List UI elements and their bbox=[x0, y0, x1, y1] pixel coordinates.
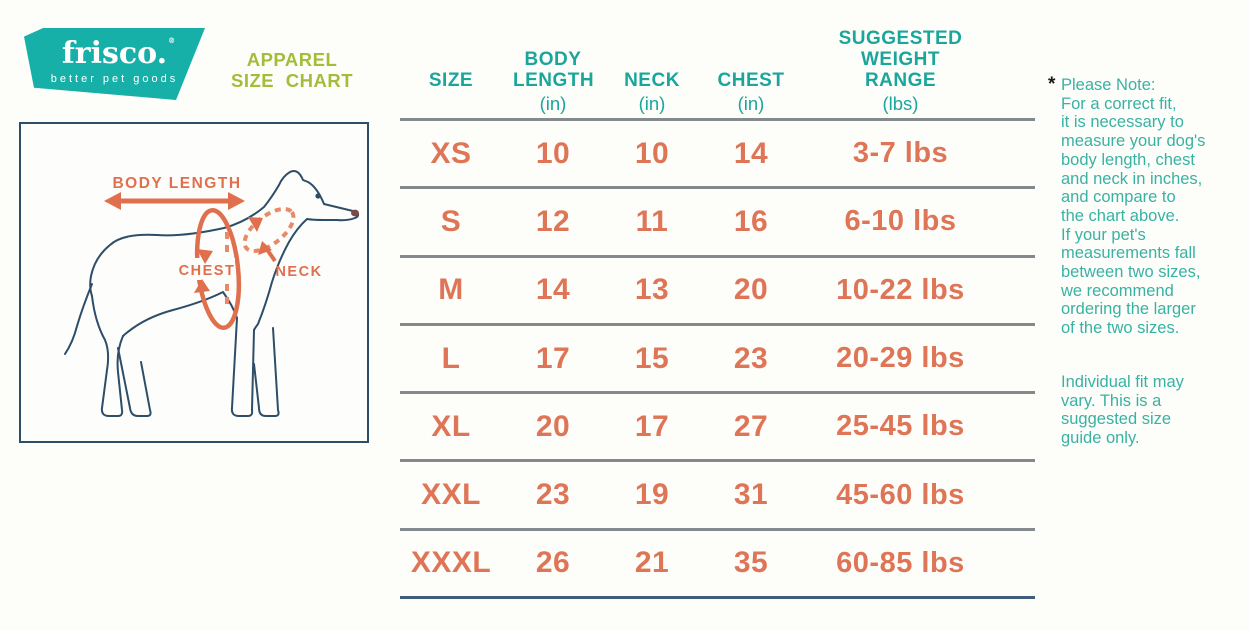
table-header-row: SIZE BODY LENGTH (in) NECK (in) CHEST (i… bbox=[400, 28, 1035, 118]
chest-cell: 16 bbox=[733, 204, 769, 238]
page-title-line1: APPAREL bbox=[246, 49, 338, 70]
table-row-xs: XS 10 10 14 3-7 lbs bbox=[400, 118, 1035, 186]
table-row-s: S 12 11 16 6-10 lbs bbox=[400, 186, 1035, 254]
chest-cell: 20 bbox=[733, 273, 769, 307]
page-title: APPAREL SIZE CHART bbox=[218, 49, 366, 92]
column-header-unit: (in) bbox=[737, 93, 765, 114]
column-header-unit: (in) bbox=[539, 93, 567, 114]
page-title-line2: SIZE CHART bbox=[231, 70, 353, 92]
column-header-weight-range: SUGGESTED WEIGHT RANGE (lbs) bbox=[802, 28, 1035, 118]
neck-cell: 15 bbox=[634, 341, 670, 375]
body-length-cell: 10 bbox=[535, 136, 571, 170]
weight-cell: 20-29 lbs bbox=[836, 342, 965, 375]
column-header-neck: NECK (in) bbox=[604, 44, 700, 118]
column-header-label: SIZE bbox=[428, 70, 474, 92]
chest-label: CHEST bbox=[179, 263, 236, 279]
body-length-cell: 26 bbox=[535, 546, 571, 580]
column-header-unit: (in) bbox=[638, 93, 666, 114]
dog-measurement-diagram: BODY LENGTH CHEST NECK bbox=[19, 122, 369, 443]
column-header-label: SUGGESTED WEIGHT RANGE bbox=[838, 28, 963, 92]
column-header-label: NECK bbox=[624, 70, 680, 92]
neck-cell: 10 bbox=[634, 136, 670, 170]
table-body: XS 10 10 14 3-7 lbs S 12 11 16 6-10 lbs … bbox=[400, 118, 1035, 600]
body-length-cell: 14 bbox=[535, 273, 571, 307]
weight-cell: 6-10 lbs bbox=[844, 205, 957, 238]
weight-cell: 10-22 lbs bbox=[836, 273, 965, 306]
chest-cell: 35 bbox=[733, 546, 769, 580]
weight-cell: 45-60 lbs bbox=[836, 478, 965, 511]
table-row-xl: XL 20 17 27 25-45 lbs bbox=[400, 391, 1035, 459]
body-length-cell: 12 bbox=[535, 204, 571, 238]
weight-cell: 3-7 lbs bbox=[852, 137, 949, 170]
table-row-xxl: XXL 23 19 31 45-60 lbs bbox=[400, 459, 1035, 527]
table-row-xxxl: XXXL 26 21 35 60-85 lbs bbox=[400, 527, 1035, 596]
weight-cell: 60-85 lbs bbox=[836, 546, 965, 579]
neck-cell: 17 bbox=[634, 409, 670, 443]
neck-cell: 21 bbox=[634, 546, 670, 580]
column-header-unit: (lbs) bbox=[882, 93, 919, 114]
column-header-body-length: BODY LENGTH (in) bbox=[502, 44, 604, 118]
dog-diagram-svg: BODY LENGTH CHEST NECK bbox=[64, 170, 360, 417]
body-length-cell: 23 bbox=[535, 478, 571, 512]
frisco-logo-wordmark: frisco. ® bbox=[61, 36, 175, 71]
body-length-label: BODY LENGTH bbox=[112, 175, 241, 192]
size-cell: S bbox=[440, 204, 462, 238]
neck-cell: 13 bbox=[634, 273, 670, 307]
size-cell: L bbox=[441, 341, 461, 375]
size-chart-table: SIZE BODY LENGTH (in) NECK (in) CHEST (i… bbox=[400, 28, 1035, 600]
size-cell: XS bbox=[430, 136, 472, 170]
trademark-symbol: ® bbox=[168, 36, 176, 45]
size-cell: XXL bbox=[421, 478, 481, 512]
column-header-label: BODY LENGTH bbox=[513, 49, 595, 92]
chest-cell: 14 bbox=[733, 136, 769, 170]
neck-cell: 19 bbox=[634, 478, 670, 512]
frisco-logo-text: frisco. bbox=[61, 36, 168, 71]
neck-cell: 11 bbox=[635, 204, 669, 238]
table-row-l: L 17 15 23 20-29 lbs bbox=[400, 322, 1035, 391]
size-cell: XXXL bbox=[410, 546, 492, 580]
table-row-m: M 14 13 20 10-22 lbs bbox=[400, 254, 1035, 323]
body-length-annotation bbox=[104, 192, 245, 210]
chest-cell: 23 bbox=[733, 341, 769, 375]
weight-cell: 25-45 lbs bbox=[836, 410, 965, 443]
body-length-cell: 20 bbox=[535, 409, 571, 443]
fit-note-paragraph-1: Please Note: For a correct fit, it is ne… bbox=[1061, 76, 1206, 338]
frisco-logo: frisco. ® better pet goods bbox=[24, 28, 205, 100]
size-cell: M bbox=[438, 273, 464, 307]
dog-outline bbox=[64, 170, 360, 417]
body-length-cell: 17 bbox=[535, 341, 571, 375]
column-header-chest: CHEST (in) bbox=[700, 44, 802, 118]
chest-cell: 27 bbox=[733, 409, 769, 443]
column-header-label: CHEST bbox=[717, 70, 785, 92]
fit-note: * Please Note: For a correct fit, it is … bbox=[1048, 75, 1243, 448]
frisco-logo-tagline: better pet goods bbox=[50, 73, 179, 85]
neck-measure-annotation bbox=[242, 207, 296, 263]
neck-label: NECK bbox=[275, 264, 322, 280]
column-header-size: SIZE bbox=[400, 44, 502, 118]
dog-nose bbox=[351, 209, 359, 217]
chest-measure-annotation bbox=[177, 208, 242, 330]
fit-note-paragraph-2: Individual fit may vary. This is a sugge… bbox=[1061, 372, 1184, 447]
size-cell: XL bbox=[431, 409, 471, 443]
asterisk: * bbox=[1048, 74, 1056, 95]
dog-eye bbox=[315, 193, 321, 199]
chest-cell: 31 bbox=[733, 478, 769, 512]
